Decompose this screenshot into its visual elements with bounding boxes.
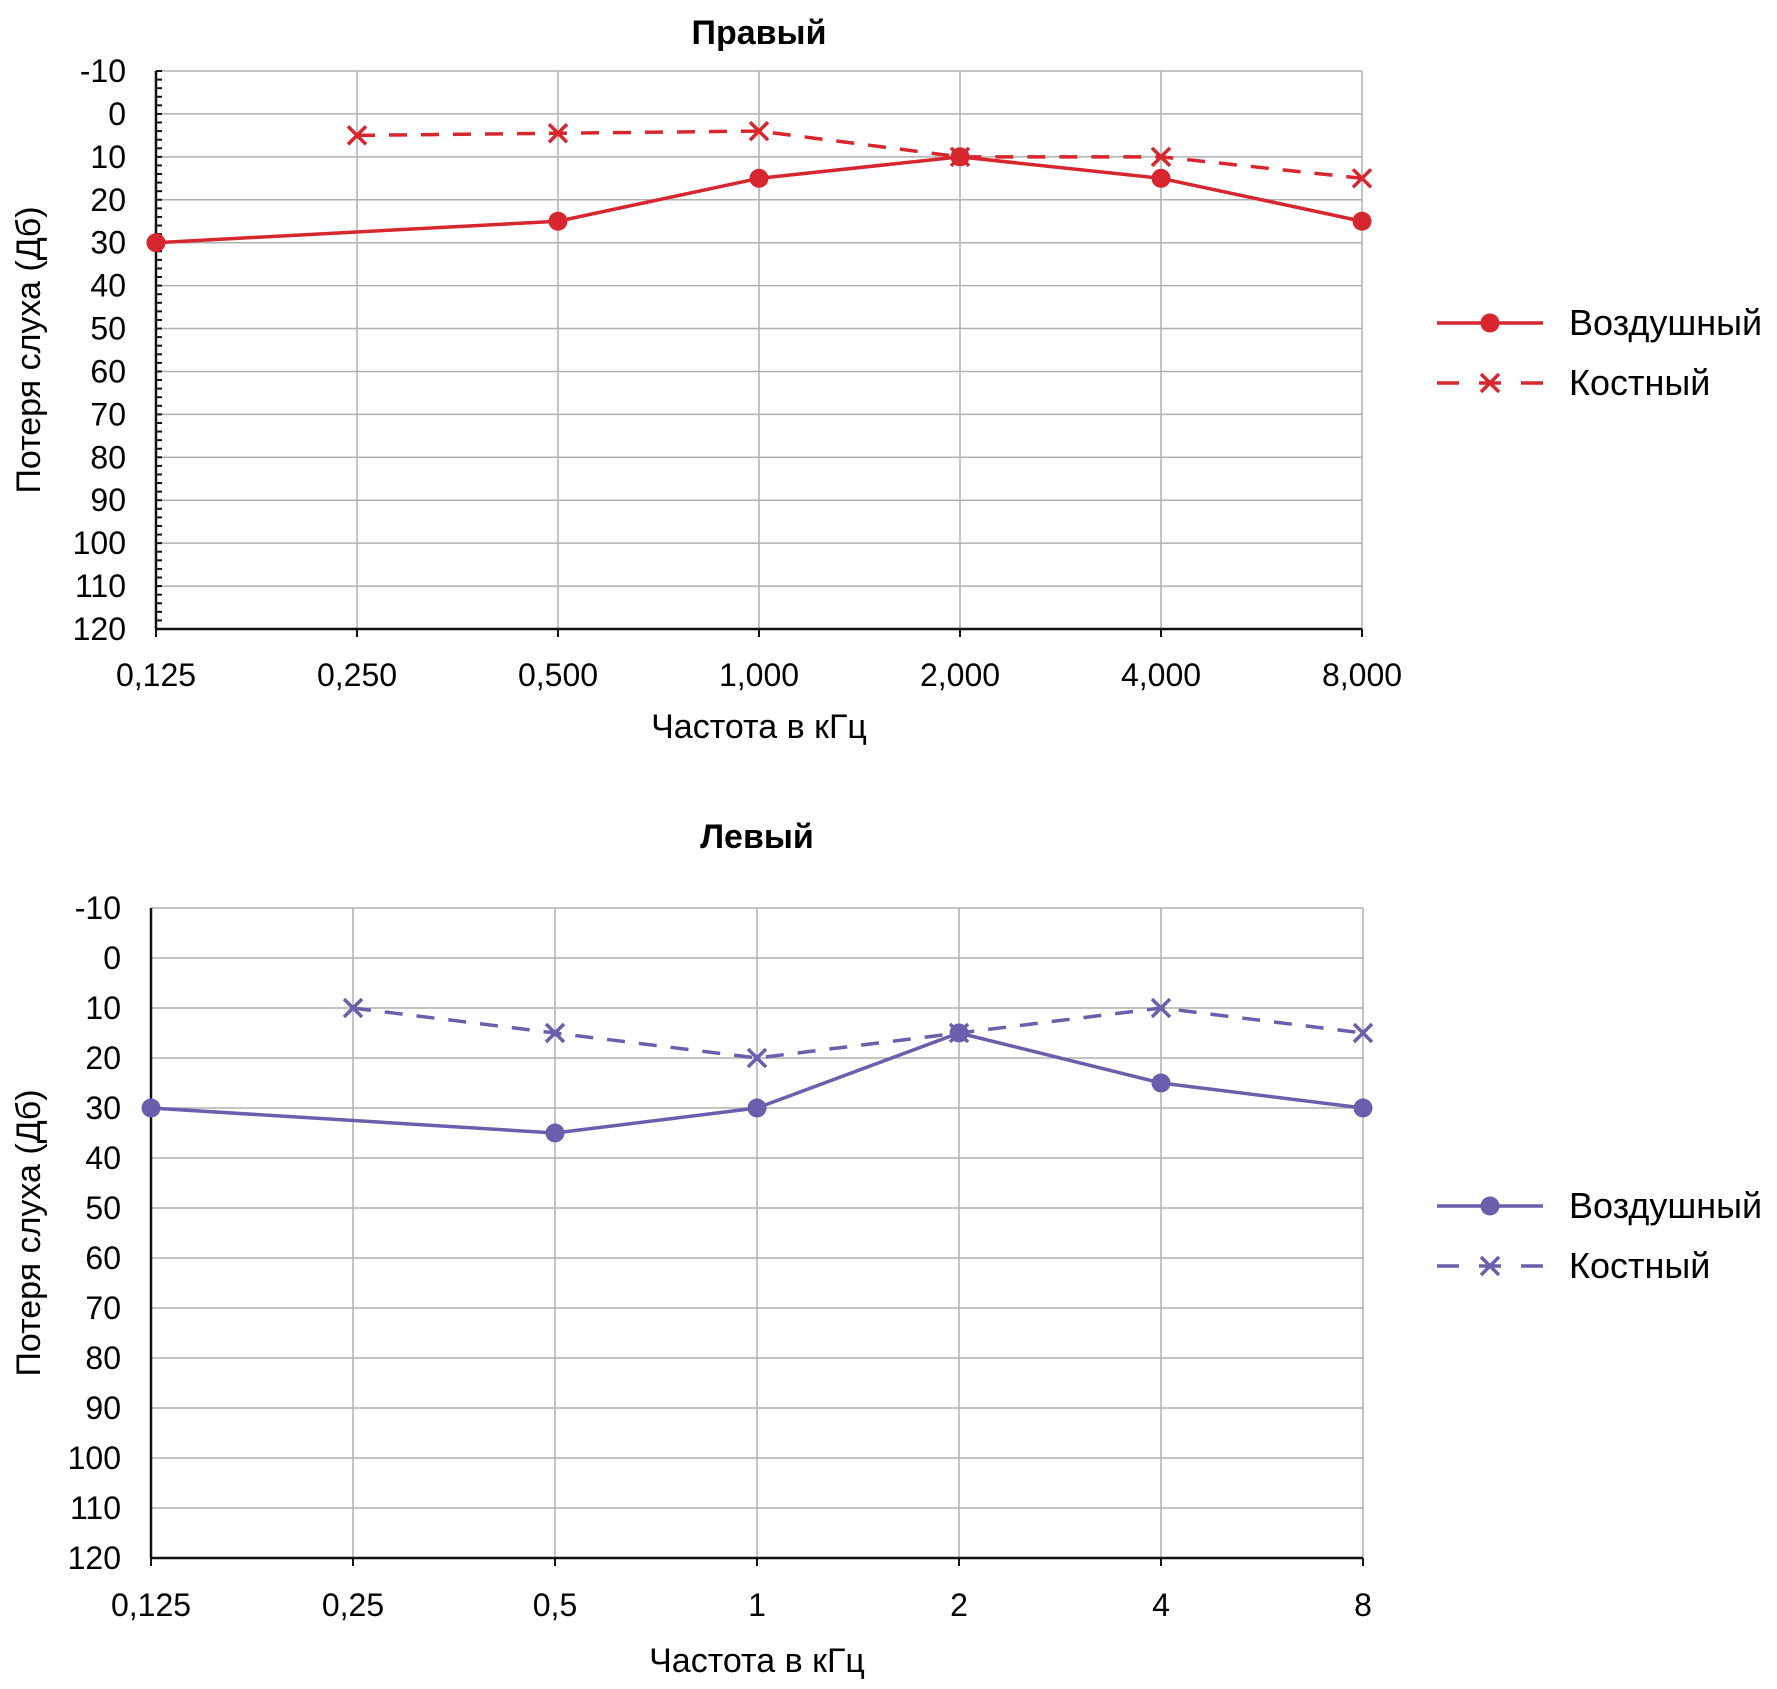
y-tick-label: 100 xyxy=(73,525,126,561)
data-point-cross xyxy=(748,120,770,142)
data-point-cross xyxy=(1351,168,1373,189)
x-axis-label: Частота в кГц xyxy=(651,708,867,746)
data-point-circle xyxy=(545,1123,565,1143)
y-tick-label: -10 xyxy=(75,890,121,926)
y-tick-label: 80 xyxy=(90,439,126,475)
data-point-circle xyxy=(141,1098,161,1118)
legend-circle-icon xyxy=(1480,313,1500,333)
legend-cross-icon xyxy=(1479,1255,1501,1277)
x-tick-label: 0,5 xyxy=(533,1587,577,1623)
series-line-1 xyxy=(352,1006,1364,1060)
x-tick-label: 0,250 xyxy=(317,657,397,693)
legend-label: Костный xyxy=(1569,362,1710,403)
y-tick-label: -10 xyxy=(80,53,126,89)
legend-label: Костный xyxy=(1569,1245,1710,1286)
y-tick-label: 60 xyxy=(85,1240,121,1276)
data-point-cross xyxy=(1352,1022,1374,1044)
y-tick-label: 50 xyxy=(90,311,126,347)
y-tick-label: 60 xyxy=(90,353,126,389)
x-axis-label: Частота в кГц xyxy=(649,1642,865,1680)
series-line-0 xyxy=(155,155,1363,245)
x-tick-label: 0,125 xyxy=(116,657,196,693)
legend-cross-icon xyxy=(1479,372,1501,394)
chart-title: Левый xyxy=(700,818,814,856)
x-tick-label: 2 xyxy=(950,1587,968,1623)
data-point-cross xyxy=(1150,146,1172,168)
x-tick-label: 0,25 xyxy=(322,1587,384,1623)
x-tick-label: 4 xyxy=(1152,1587,1170,1623)
y-tick-label: 120 xyxy=(68,1540,121,1576)
data-point-circle xyxy=(1352,211,1372,231)
data-point-cross xyxy=(342,997,364,1019)
x-tick-label: 0,125 xyxy=(111,1587,191,1623)
data-point-cross xyxy=(949,146,971,168)
y-tick-label: 0 xyxy=(108,96,126,132)
data-point-circle xyxy=(548,211,568,231)
data-point-cross xyxy=(547,123,569,144)
data-point-circle xyxy=(146,233,166,253)
y-tick-label: 10 xyxy=(90,139,126,175)
legend-label: Воздушный xyxy=(1569,1185,1762,1226)
data-point-cross xyxy=(746,1047,768,1069)
y-axis-label: Потеря слуха (Дб) xyxy=(10,1089,48,1376)
y-tick-label: 90 xyxy=(85,1390,121,1426)
data-point-circle xyxy=(747,1098,767,1118)
series-line-1 xyxy=(356,129,1363,181)
series-line-0 xyxy=(150,1031,1364,1135)
chart-1: Левый -10 0 10 20 30 40 50 60 70 80 90 100 110 120 0,12… xyxy=(10,818,1762,1680)
legend-label: Воздушный xyxy=(1569,302,1762,343)
data-point-cross xyxy=(346,125,368,146)
y-tick-label: 100 xyxy=(68,1440,121,1476)
y-tick-label: 110 xyxy=(70,1490,121,1526)
x-tick-label: 2,000 xyxy=(920,657,1000,693)
y-tick-label: 120 xyxy=(73,611,126,647)
data-point-cross xyxy=(544,1022,566,1044)
y-tick-label: 10 xyxy=(85,990,121,1026)
x-tick-label: 8,000 xyxy=(1322,657,1402,693)
x-tick-label: 1 xyxy=(748,1587,766,1623)
x-tick-label: 1,000 xyxy=(719,657,799,693)
y-tick-label: 0 xyxy=(103,940,121,976)
y-tick-label: 70 xyxy=(90,396,126,432)
y-axis-label: Потеря слуха (Дб) xyxy=(10,206,48,493)
y-tick-label: 70 xyxy=(85,1290,121,1326)
y-tick-label: 40 xyxy=(85,1140,121,1176)
data-point-cross xyxy=(948,1022,970,1044)
data-point-circle xyxy=(749,168,769,188)
x-tick-label: 8 xyxy=(1354,1587,1372,1623)
data-point-circle xyxy=(1151,1073,1171,1093)
x-tick-label: 4,000 xyxy=(1121,657,1201,693)
y-tick-label: 40 xyxy=(90,268,126,304)
y-tick-label: 50 xyxy=(85,1190,121,1226)
chart-0: Правый -10 0 10 20 30 40 50 60 70 80 90 100 110 120 0,1… xyxy=(10,14,1762,746)
legend-circle-icon xyxy=(1480,1196,1500,1216)
y-tick-label: 20 xyxy=(85,1040,121,1076)
y-tick-label: 20 xyxy=(90,182,126,218)
y-tick-label: 30 xyxy=(85,1090,121,1126)
y-tick-label: 110 xyxy=(75,568,126,604)
y-tick-label: 30 xyxy=(90,225,126,261)
x-tick-label: 0,500 xyxy=(518,657,598,693)
chart-title: Правый xyxy=(692,14,827,52)
data-point-circle xyxy=(1353,1098,1373,1118)
y-tick-label: 90 xyxy=(90,482,126,518)
y-tick-label: 80 xyxy=(85,1340,121,1376)
data-point-cross xyxy=(1150,997,1172,1019)
data-point-circle xyxy=(1151,168,1171,188)
